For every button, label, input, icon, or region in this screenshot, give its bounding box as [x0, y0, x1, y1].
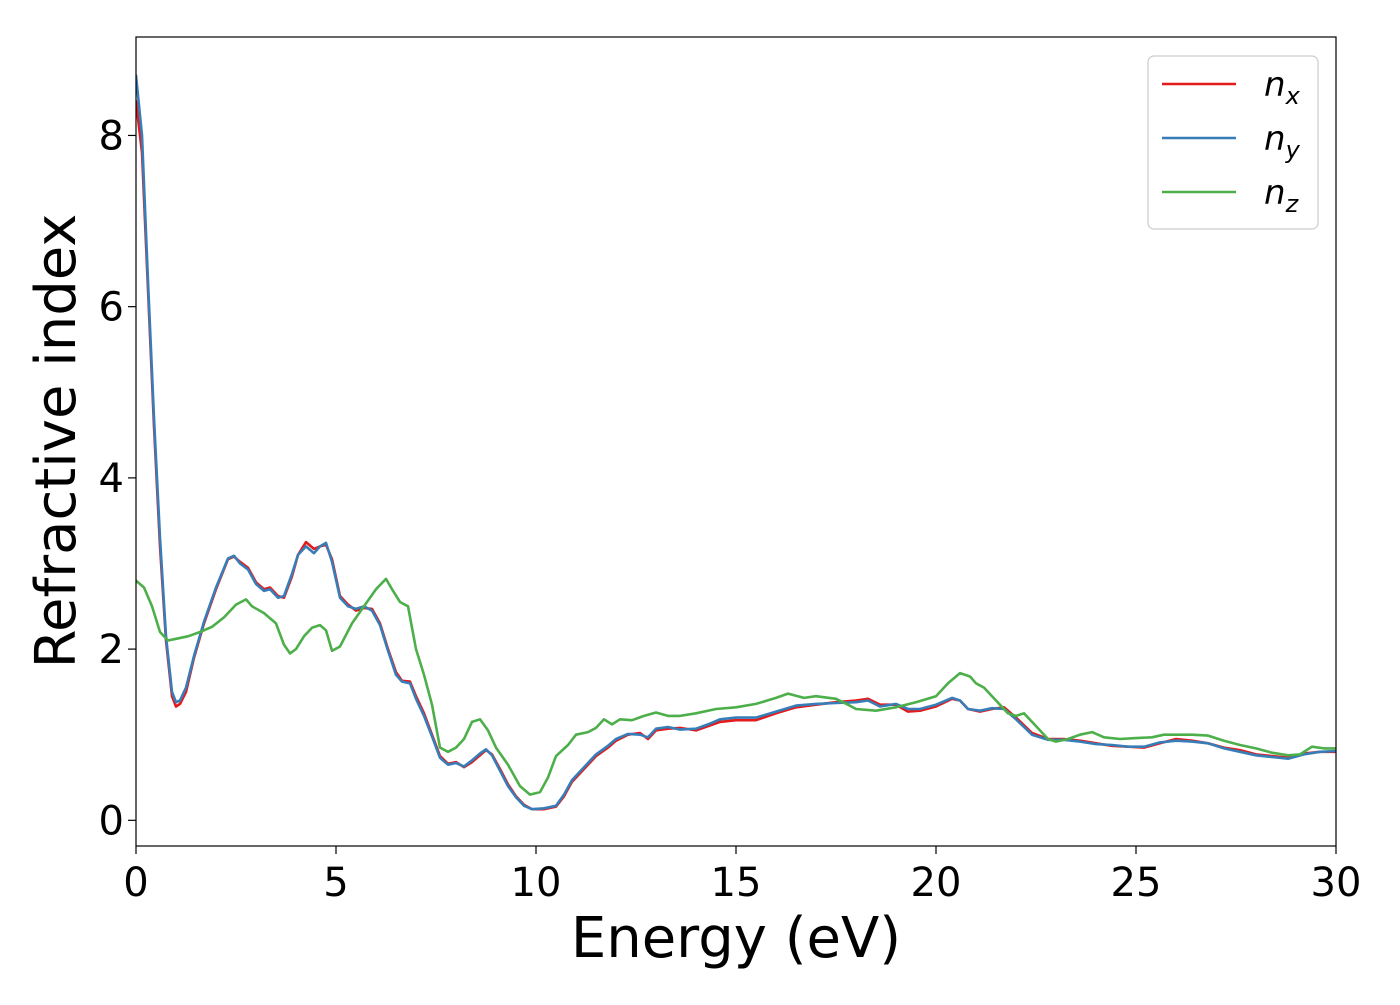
x-tick-label: 30: [1311, 860, 1362, 906]
y-axis-ticks: 0 2 4 6 8: [99, 113, 136, 844]
x-tick-label: 25: [1111, 860, 1162, 906]
legend-label-x: nx: [1264, 65, 1301, 110]
y-axis-label: Refractive index: [24, 214, 89, 669]
x-tick-label: 20: [911, 860, 962, 906]
legend-box: [1147, 55, 1319, 230]
legend-label-base: n: [1264, 119, 1286, 159]
legend-label-subscript: x: [1285, 82, 1301, 110]
y-tick-label: 6: [99, 285, 124, 331]
legend-label-subscript: y: [1285, 136, 1301, 164]
y-tick-label: 8: [99, 113, 124, 159]
x-tick-label: 15: [711, 860, 762, 906]
plot-lines: [136, 74, 1336, 811]
legend-label-z: nz: [1264, 173, 1300, 218]
x-axis-ticks: 0 5 10 15 20 25 30: [123, 846, 1361, 906]
series-line-y: [136, 74, 1336, 811]
y-tick-label: 0: [99, 798, 124, 844]
y-tick-label: 4: [99, 456, 124, 502]
legend-label-subscript: z: [1285, 190, 1300, 218]
series-line-z: [136, 577, 1336, 796]
x-tick-label: 0: [123, 860, 148, 906]
legend-label-base: n: [1264, 65, 1286, 105]
legend-label-y: ny: [1264, 119, 1301, 164]
x-axis-label: Energy (eV): [571, 906, 901, 971]
x-tick-label: 5: [323, 860, 348, 906]
y-tick-label: 2: [99, 627, 124, 673]
x-tick-label: 10: [511, 860, 562, 906]
legend-label-base: n: [1264, 173, 1286, 213]
